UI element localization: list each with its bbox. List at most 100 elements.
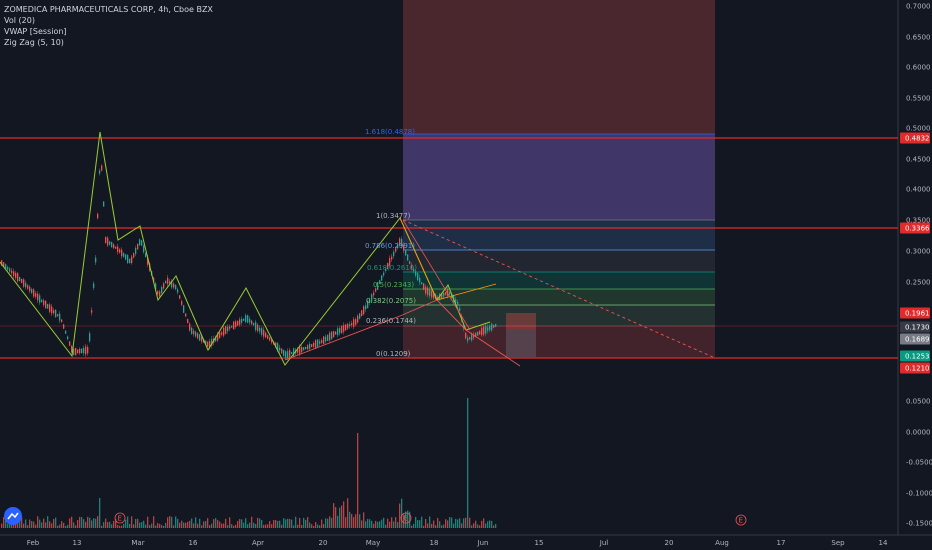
candle-body [57, 314, 59, 317]
candle-body [267, 335, 269, 339]
volume-bar [235, 524, 237, 528]
volume-bar [489, 520, 491, 528]
volume-bar [471, 525, 473, 528]
volume-bar [221, 523, 223, 528]
volume-bar [443, 524, 445, 528]
candle-body [263, 329, 265, 337]
candle-body [335, 331, 337, 335]
volume-bar [157, 522, 159, 528]
candle-body [155, 283, 157, 290]
candle-body [489, 326, 491, 331]
volume-bar [313, 525, 315, 528]
volume-bar [193, 523, 195, 528]
candle-body [343, 325, 345, 332]
candle-body [1, 260, 3, 266]
candle-body [127, 255, 129, 263]
time-axis[interactable]: Feb 13 Mar 16 Apr 20 May 18 Jun 15 Jul 20 Aug 17 Sep 14 [27, 539, 888, 547]
svg-text:0.1253: 0.1253 [905, 353, 930, 361]
volume-bar [207, 518, 209, 528]
volume-bar [79, 516, 81, 528]
candle-body [289, 350, 291, 358]
volume-bar [245, 518, 247, 528]
volume-bar [357, 433, 359, 528]
volume-bar [111, 524, 113, 528]
candle-body [31, 289, 33, 293]
volume-bar [163, 525, 165, 528]
tradingview-logo-icon[interactable] [4, 507, 22, 525]
zigzag-indicator-label[interactable]: Zig Zag (5, 10) [4, 38, 64, 47]
candle-body [3, 262, 5, 268]
candle-body [473, 334, 475, 338]
volume-tick-label: 0.0500 [906, 398, 931, 406]
volume-indicator-label[interactable]: Vol (20) [4, 16, 35, 25]
zigzag-indicator [0, 131, 491, 366]
volume-bar [345, 517, 347, 528]
candle-body [47, 303, 49, 309]
svg-text:E: E [404, 515, 408, 523]
volume-bar [287, 518, 289, 528]
price-axis[interactable]: 0.7000 0.6500 0.6000 0.5500 0.5000 0.4500 0.40… [906, 3, 931, 287]
vwap-indicator-label[interactable]: VWAP [Session] [4, 27, 67, 36]
candle-body [427, 287, 429, 295]
volume-bar [7, 523, 9, 528]
candle-body [199, 334, 201, 341]
candle-body [141, 240, 143, 246]
symbol-title[interactable]: ZOMEDICA PHARMACEUTICALS CORP, 4h, Cboe … [4, 5, 213, 14]
volume-bar [209, 525, 211, 528]
candle-body [117, 246, 119, 252]
volume-bar [131, 516, 133, 528]
volume-bar [473, 523, 475, 528]
volume-bar [413, 523, 415, 528]
volume-bar [319, 525, 321, 528]
volume-bar [333, 503, 335, 528]
candle-body [69, 341, 71, 346]
short-position-stop-zone[interactable] [403, 0, 715, 220]
projected-box[interactable] [506, 313, 536, 329]
volume-bar [255, 523, 257, 528]
volume-bar [59, 524, 61, 528]
volume-bar [369, 519, 371, 528]
volume-bar [171, 516, 173, 528]
candle-body [107, 237, 109, 246]
volume-axis[interactable]: 0.0500 0.0000 -0.0500 -0.1000 -0.1500 [906, 398, 932, 528]
candle-body [357, 315, 359, 323]
volume-bar [147, 516, 149, 528]
volume-bar [325, 518, 327, 528]
volume-bar [469, 517, 471, 528]
volume-bar [153, 516, 155, 528]
volume-bar [331, 517, 333, 528]
candle-body [379, 280, 381, 284]
volume-bar [423, 525, 425, 528]
candle-body [95, 257, 97, 263]
svg-text:E: E [739, 517, 743, 525]
price-tags: 0.4832 0.3366 0.1961 0.1730 0.1689 0.1253 0.12… [900, 132, 930, 374]
volume-bar [167, 517, 169, 528]
dashed-trend-line[interactable] [402, 219, 716, 359]
volume-bar [49, 521, 51, 528]
volume-bar [5, 518, 7, 528]
candle-body [481, 327, 483, 336]
candle-body [65, 330, 67, 334]
candle-body [245, 315, 247, 322]
volume-tick-label: -0.1000 [906, 490, 932, 498]
short-position-target-zone[interactable] [403, 326, 715, 358]
price-tick-label: 0.5500 [906, 95, 931, 103]
candle-body [287, 351, 289, 358]
candle-body [191, 327, 193, 334]
price-tick-label: 0.6000 [906, 64, 931, 72]
candle-body [19, 277, 21, 282]
candle-body [27, 285, 29, 289]
volume-bar [363, 512, 365, 528]
candle-body [325, 336, 327, 342]
candle-body [135, 248, 137, 254]
volume-bar [335, 506, 337, 528]
svg-text:0.1961: 0.1961 [905, 310, 930, 318]
volume-bar [389, 521, 391, 528]
volume-bar [257, 517, 259, 528]
candle-body [5, 264, 7, 269]
candle-body [333, 331, 335, 337]
candle-body [163, 283, 165, 289]
volume-bar [251, 516, 253, 528]
candle-body [303, 347, 305, 351]
